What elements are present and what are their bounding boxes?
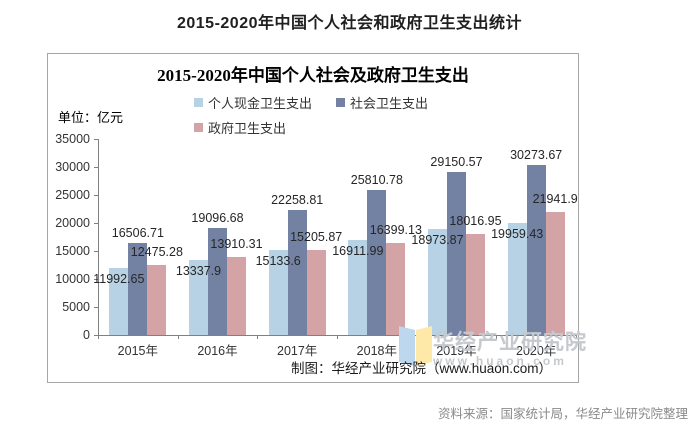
bar-社会卫生支出 [208,228,227,335]
chart-panel: 2015-2020年中国个人社会及政府卫生支出 个人现金卫生支出 社会卫生支出 … [47,53,586,383]
bar-个人现金卫生支出 [507,223,527,335]
unit-label: 单位：亿元 [58,110,124,125]
bar-label: 12475.28 [130,245,183,260]
bar-社会卫生支出 [447,171,466,335]
legend-swatch-personal-cash [194,98,203,107]
bar-个人现金卫生支出 [189,260,208,335]
y-tick-label: 25000 [55,188,90,202]
x-tick-mark [98,335,99,339]
bar-label: 22258.81 [271,193,324,208]
bar-label: 19959.43 [491,227,544,242]
y-tick-label: 20000 [55,216,90,230]
y-axis [98,139,99,335]
legend-row-2: 政府卫生支出 [194,118,428,137]
x-tick-label: 2017年 [277,344,318,358]
bar-社会卫生支出 [287,210,307,335]
bar-label: 18016.95 [449,214,502,229]
x-tick-mark [337,335,338,339]
y-tick-label: 5000 [62,300,90,314]
bar-政府卫生支出 [545,212,565,335]
bar-社会卫生支出 [128,242,148,335]
bar-政府卫生支出 [147,265,167,335]
y-tick-mark [94,139,98,140]
bar-label: 13910.31 [210,237,263,252]
y-tick-mark [94,279,98,280]
bar-label: 25810.78 [350,173,403,188]
y-tick-mark [94,307,98,308]
bar-label: 16911.99 [332,244,384,259]
x-tick-label: 2018年 [356,344,397,358]
chart-title: 2015-2020年中国个人社会及政府卫生支出 [157,66,469,85]
y-tick-label: 0 [83,328,90,342]
bar-政府卫生支出 [386,243,406,335]
bar-政府卫生支出 [466,234,485,335]
legend-row-1: 个人现金卫生支出 社会卫生支出 [194,93,428,112]
source-note: 资料来源：国家统计局，华经产业研究院整理 [437,407,688,421]
y-tick-mark [94,167,98,168]
bar-label: 16399.13 [369,223,422,238]
legend-swatch-government [194,123,203,132]
bar-label: 18973.87 [411,232,464,247]
bar-政府卫生支出 [227,257,246,335]
bar-label: 21941.9 [532,192,578,207]
y-tick-mark [94,223,98,224]
x-tick-mark [177,335,179,339]
x-tick-mark [576,335,577,339]
legend-item-government: 政府卫生支出 [194,118,286,137]
legend-swatch-social [336,98,346,107]
legend-item-personal-cash: 个人现金卫生支出 [194,93,312,112]
bar-label: 15133.6 [255,254,301,269]
x-tick-mark [496,335,498,339]
y-tick-mark [94,195,98,196]
bar-label: 19096.68 [191,211,244,226]
x-tick-label: 2019年 [436,344,477,358]
y-tick-label: 10000 [55,272,90,286]
bar-个人现金卫生支出 [348,240,368,335]
bar-label: 11992.65 [93,271,145,286]
x-tick-label: 2016年 [197,344,238,358]
x-tick-mark [416,335,418,339]
legend-label-government: 政府卫生支出 [208,121,287,136]
chart-legend: 个人现金卫生支出 社会卫生支出 政府卫生支出 [194,93,428,143]
bar-个人现金卫生支出 [109,267,129,335]
x-tick-label: 2015年 [117,344,158,358]
bar-label: 16506.71 [111,225,164,240]
bar-社会卫生支出 [526,165,546,335]
y-tick-label: 30000 [55,160,90,174]
bar-label: 15205.87 [290,229,343,244]
bar-label: 13337.9 [175,264,222,279]
bar-label: 29150.57 [430,154,483,169]
y-tick-mark [94,251,98,252]
bar-个人现金卫生支出 [268,250,288,335]
legend-label-personal-cash: 个人现金卫生支出 [208,96,313,111]
x-tick-mark [257,335,259,339]
legend-item-social: 社会卫生支出 [336,93,428,112]
legend-label-social: 社会卫生支出 [350,96,429,111]
page-title: 2015-2020年中国个人社会和政府卫生支出统计 [176,15,523,32]
bar-社会卫生支出 [367,190,387,335]
y-tick-label: 35000 [55,132,90,146]
x-tick-label: 2020年 [516,344,557,358]
chart-caption: 制图：华经产业研究院（www.huaon.com） [291,361,553,376]
y-tick-mark [94,335,98,336]
bar-label: 30273.67 [510,148,563,163]
bar-政府卫生支出 [306,249,326,335]
plot-area: 0 5000 10000 15000 20000 25000 30000 35000 2015年… [48,54,578,382]
bar-个人现金卫生支出 [428,228,447,335]
y-tick-label: 15000 [55,244,90,258]
